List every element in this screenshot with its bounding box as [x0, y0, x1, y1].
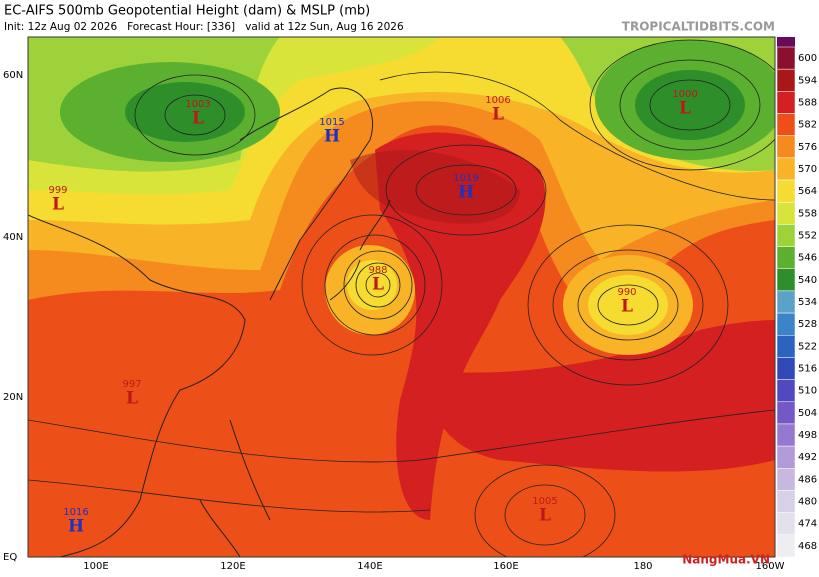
colorbar-label: 576: [798, 142, 817, 153]
colorbar-label: 594: [798, 75, 817, 86]
latitude-label: EQ: [3, 552, 17, 563]
center-symbol: L: [372, 275, 384, 295]
center-value: 1000: [672, 89, 697, 100]
colorbar-swatch: [776, 179, 796, 203]
latitude-label: 20N: [3, 392, 23, 403]
map-fill: [28, 37, 775, 557]
center-value: 999: [48, 185, 67, 196]
title: EC-AIFS 500mb Geopotential Height (dam) …: [4, 4, 370, 19]
colorbar-swatch: [776, 312, 796, 336]
colorbar-label: 558: [798, 208, 817, 219]
colorbar-label: 570: [798, 164, 817, 175]
colorbar-label: 468: [798, 541, 817, 552]
center-symbol: H: [458, 183, 474, 203]
colorbar-swatch: [776, 201, 796, 225]
colorbar-label: 516: [798, 364, 817, 375]
subtitle: Init: 12z Aug 02 2026 Forecast Hour: [33…: [4, 21, 404, 33]
colorbar-label: 504: [798, 408, 817, 419]
center-value: 1015: [319, 117, 344, 128]
latitude-label: 40N: [3, 232, 23, 243]
longitude-label: 160E: [493, 561, 518, 572]
colorbar-swatch: [776, 290, 796, 314]
longitude-label: 180: [633, 561, 652, 572]
center-value: 1016: [63, 507, 88, 518]
longitude-label: 160W: [756, 561, 785, 572]
colorbar-swatch: [776, 46, 796, 70]
colorbar-swatch: [776, 445, 796, 469]
center-symbol: L: [679, 99, 691, 119]
colorbar-label: 486: [798, 474, 817, 485]
colorbar-label: 588: [798, 97, 817, 108]
center-value: 990: [617, 287, 636, 298]
center-value: 1003: [185, 99, 210, 110]
colorbar-swatch: [776, 335, 796, 358]
colorbar-swatch: [776, 91, 796, 114]
colorbar-swatch: [776, 246, 796, 269]
colorbar-label: 546: [798, 253, 817, 264]
colorbar-swatch: [776, 113, 796, 136]
colorbar-label: 564: [798, 186, 817, 197]
colorbar-swatch: [776, 224, 796, 247]
longitude-label: 120E: [220, 561, 245, 572]
colorbar-label: 540: [798, 275, 817, 286]
colorbar-label: 510: [798, 386, 817, 397]
colorbar-label: 492: [798, 452, 817, 463]
center-value: 1005: [532, 496, 557, 507]
colorbar-swatch: [776, 423, 796, 447]
center-symbol: H: [68, 517, 84, 537]
longitude-label: 140E: [357, 561, 382, 572]
colorbar-label: 528: [798, 319, 817, 330]
colorbar-swatch: [776, 157, 796, 181]
overlay: 600 594 588 582 576 570 564 558 552 546 540 534 528 5…: [3, 37, 817, 572]
colorbar-swatch: [776, 357, 796, 380]
colorbar-swatch: [776, 379, 796, 403]
latitude-label: 60N: [3, 70, 23, 81]
colorbar-swatch: [776, 468, 796, 491]
colorbar-label: 480: [798, 497, 817, 508]
colorbar-label: 552: [798, 230, 817, 241]
site-label: TROPICALTIDBITS.COM: [622, 20, 775, 34]
map-frame: [27, 36, 776, 558]
colorbar-swatch: [776, 401, 796, 425]
longitude-label: 100E: [83, 561, 108, 572]
colorbar-top: [777, 37, 795, 47]
colorbar-label: 498: [798, 430, 817, 441]
center-symbol: H: [324, 127, 340, 147]
center-value: 997: [122, 379, 141, 390]
center-symbol: L: [126, 389, 138, 409]
colorbar-label: 582: [798, 120, 817, 131]
colorbar-swatch: [776, 490, 796, 513]
colorbar-swatch: [776, 534, 796, 558]
center-symbol: L: [621, 297, 633, 317]
center-value: 1019: [453, 173, 478, 184]
colorbar-label: 474: [798, 519, 817, 530]
colorbar-label: 600: [798, 53, 817, 64]
center-value: 988: [368, 265, 387, 276]
center-symbol: L: [539, 506, 551, 526]
center-symbol: L: [52, 195, 64, 215]
center-value: 1006: [485, 95, 510, 106]
colorbar-swatch: [776, 135, 796, 159]
center-symbol: L: [492, 105, 504, 125]
colorbar-swatch: [776, 512, 796, 536]
colorbar-label: 534: [798, 297, 817, 308]
colorbar-swatch: [776, 68, 796, 92]
colorbar-label: 522: [798, 341, 817, 352]
center-symbol: L: [192, 109, 204, 129]
watermark: NangMua.VN: [682, 553, 770, 567]
colorbar-swatch: [776, 268, 796, 292]
